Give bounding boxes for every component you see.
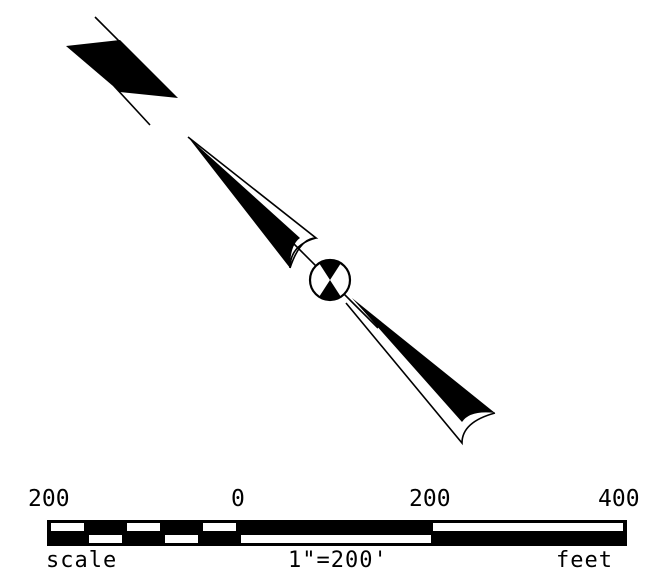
north-arrow-upper-blade xyxy=(187,136,319,269)
scale-tick-label: 400 xyxy=(598,486,640,512)
scale-ratio-label: 1"=200' xyxy=(288,548,388,573)
scale-bar-top-segment xyxy=(127,523,160,531)
magnetic-north-arrow-shaft-lower xyxy=(113,85,151,126)
center-quadrant-top xyxy=(319,259,341,280)
north-arrow-lower-blade-dark xyxy=(352,298,495,422)
north-arrow-lower-blade xyxy=(345,298,496,446)
magnetic-north-arrow-shaft-upper xyxy=(94,16,131,53)
scale-unit-label: feet xyxy=(556,548,613,573)
scale-tick-label: 200 xyxy=(28,486,70,512)
scale-tick-label: 200 xyxy=(409,486,451,512)
scale-bar-top-segment xyxy=(51,523,84,531)
scale-label: scale xyxy=(46,548,118,573)
magnetic-north-arrow-head xyxy=(66,40,178,98)
magnetic-north-arrow xyxy=(66,16,178,126)
north-arrow-upper-blade-dark xyxy=(188,137,300,268)
scale-tick-label: 0 xyxy=(231,486,245,512)
north-arrow-lower-blade-light xyxy=(345,302,496,446)
scale-bar-top-segment xyxy=(203,523,236,531)
scale-bar-bottom-segment xyxy=(89,535,122,543)
center-symbol xyxy=(289,239,379,329)
scale-bar xyxy=(47,520,627,546)
center-quadrant-bottom xyxy=(319,280,341,301)
scale-bar-top-segment xyxy=(433,523,623,531)
north-arrow-upper-blade-cap xyxy=(289,237,317,269)
scale-bar-bottom-segment xyxy=(165,535,198,543)
scale-bar-bottom-segment xyxy=(241,535,431,543)
